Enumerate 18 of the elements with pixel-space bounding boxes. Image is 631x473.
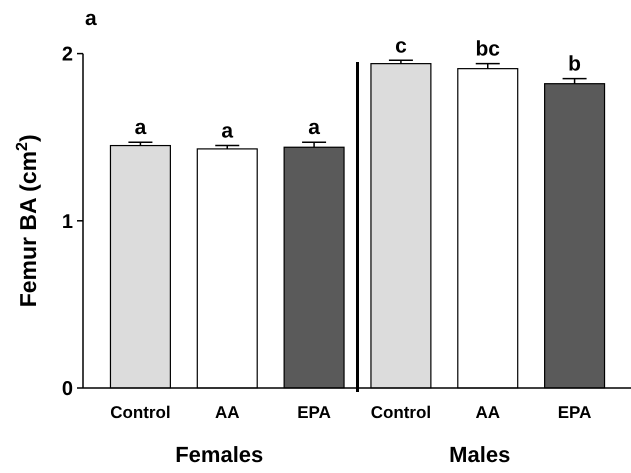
- data-label: a: [221, 120, 234, 143]
- data-label: a: [134, 116, 147, 140]
- x-tick-label: EPA: [558, 403, 592, 422]
- text: Males: [449, 442, 510, 467]
- x-tick-label: Control: [370, 403, 432, 422]
- x-tick-label: Control: [110, 403, 171, 422]
- x-tick-label: AA: [475, 403, 500, 422]
- text: Females: [175, 442, 264, 467]
- data-label: c: [395, 34, 408, 58]
- data-label: a: [308, 116, 320, 140]
- text: a: [85, 7, 97, 30]
- x-tick-label: EPA: [297, 403, 331, 422]
- data-label: b: [568, 52, 581, 76]
- y-tick-label: 2: [62, 44, 73, 66]
- y-tick-label: 0: [62, 378, 73, 400]
- y-tick-label: 1: [62, 210, 73, 233]
- x-tick-label: AA: [214, 403, 240, 422]
- data-label: bc: [475, 38, 500, 61]
